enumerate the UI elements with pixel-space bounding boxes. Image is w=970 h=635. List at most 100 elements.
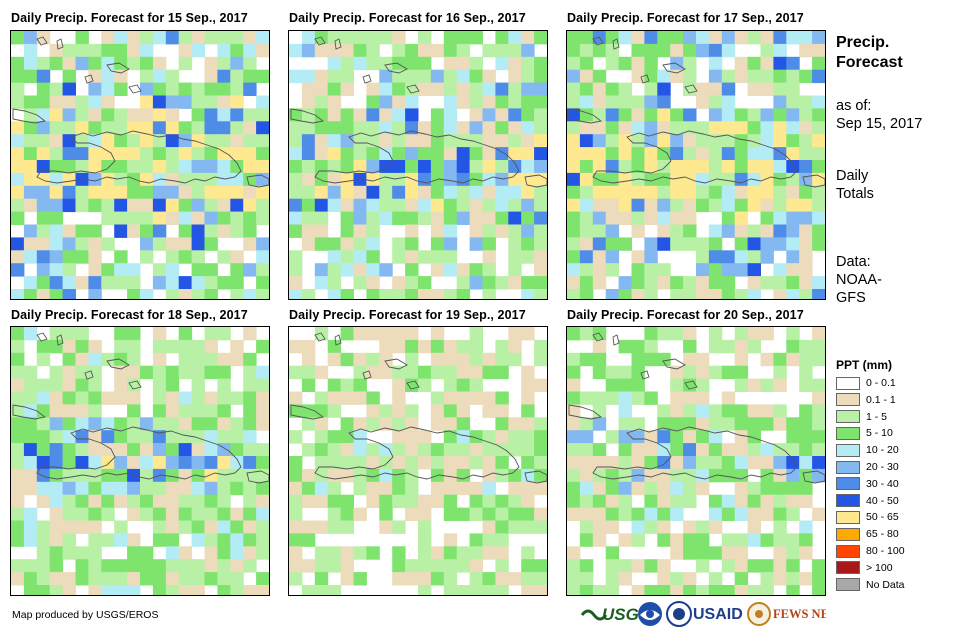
- precip-cell: [101, 95, 115, 109]
- precip-cell: [11, 391, 25, 405]
- precip-cell: [592, 417, 607, 431]
- precip-cell: [482, 494, 496, 509]
- precip-cell: [747, 56, 761, 71]
- precip-cell: [657, 147, 671, 161]
- precip-cell: [592, 494, 607, 509]
- precip-cell: [191, 43, 205, 58]
- precip-cell: [204, 327, 218, 341]
- precip-cell: [683, 108, 697, 122]
- precip-cell: [379, 443, 393, 457]
- precip-cell: [567, 481, 581, 496]
- precip-cell: [75, 276, 89, 290]
- precip-cell: [430, 134, 445, 148]
- precip-cell: [631, 185, 645, 200]
- precip-cell: [204, 546, 218, 560]
- precip-cell: [456, 43, 471, 58]
- precip-cell: [340, 43, 354, 58]
- precip-cell: [812, 352, 825, 367]
- island-outline: [384, 358, 408, 370]
- precip-cell: [799, 121, 813, 135]
- precip-cell: [592, 69, 607, 84]
- precip-cell: [256, 572, 269, 586]
- precip-cell: [230, 443, 244, 457]
- precip-cell: [618, 289, 632, 299]
- precip-cell: [618, 494, 632, 509]
- precip-cell: [152, 378, 167, 392]
- precip-cell: [579, 211, 594, 225]
- precip-cell: [734, 365, 749, 380]
- precip-cell: [760, 185, 774, 200]
- precip-cell: [75, 31, 89, 45]
- precip-cell: [443, 559, 458, 573]
- precip-cell: [191, 82, 205, 96]
- precip-cell: [11, 520, 25, 534]
- precip-cell: [469, 69, 483, 84]
- precip-cell: [405, 185, 419, 200]
- precip-cell: [23, 417, 38, 431]
- precip-cell: [734, 263, 749, 277]
- precip-cell: [443, 378, 458, 392]
- precip-cell: [340, 172, 354, 187]
- precip-cell: [243, 134, 257, 148]
- precip-cell: [605, 172, 620, 187]
- precip-cell: [469, 263, 483, 277]
- precip-cell: [230, 533, 244, 547]
- precip-cell: [683, 134, 697, 148]
- precip-cell: [327, 237, 342, 251]
- precip-cell: [469, 108, 483, 122]
- precip-cell: [579, 147, 594, 161]
- island-outline: [406, 380, 420, 390]
- precip-cell: [256, 546, 269, 560]
- precip-cell: [178, 134, 193, 148]
- precip-cell: [366, 172, 380, 187]
- precip-cell: [23, 172, 38, 187]
- precip-cell: [696, 185, 710, 200]
- precip-cell: [165, 572, 180, 586]
- precip-cell: [579, 43, 594, 58]
- precip-cell: [243, 404, 257, 418]
- precip-cell: [708, 108, 723, 122]
- precip-cell: [217, 69, 231, 84]
- precip-cell: [747, 237, 761, 251]
- precip-cell: [152, 494, 167, 509]
- precip-cell: [23, 224, 38, 238]
- precip-cell: [140, 69, 154, 84]
- precip-cell: [217, 378, 231, 392]
- precip-cell: [62, 481, 76, 496]
- precip-cell: [256, 198, 269, 213]
- precip-cell: [191, 404, 205, 418]
- precip-cell: [631, 172, 645, 187]
- precip-cell: [708, 430, 723, 444]
- island-outline: [128, 84, 142, 94]
- precip-cell: [392, 443, 406, 457]
- precip-cell: [567, 430, 581, 444]
- precip-cell: [521, 108, 535, 122]
- precip-cell: [670, 69, 684, 84]
- precip-cell: [49, 121, 64, 135]
- precip-cell: [289, 533, 303, 547]
- precip-cell: [36, 378, 51, 392]
- precip-cell: [508, 160, 522, 174]
- precip-cell: [430, 147, 445, 161]
- precip-cell: [243, 327, 257, 341]
- precip-cell: [644, 327, 658, 341]
- island-outline: [36, 36, 48, 46]
- precip-cell: [657, 95, 671, 109]
- precip-cell: [747, 417, 761, 431]
- precip-cell: [178, 185, 193, 200]
- precip-cell: [708, 185, 723, 200]
- precip-cell: [799, 108, 813, 122]
- precip-cell: [592, 147, 607, 161]
- precip-cell: [340, 456, 354, 470]
- precip-cell: [469, 56, 483, 71]
- precip-cell: [314, 443, 329, 457]
- precip-cell: [114, 198, 128, 213]
- precip-cell: [683, 82, 697, 96]
- precip-cell: [301, 224, 316, 238]
- island-outline: [524, 174, 547, 188]
- precip-cell: [670, 185, 684, 200]
- precip-cell: [760, 224, 774, 238]
- precip-cell: [327, 198, 342, 213]
- precip-cell: [314, 211, 329, 225]
- precip-cell: [88, 546, 102, 560]
